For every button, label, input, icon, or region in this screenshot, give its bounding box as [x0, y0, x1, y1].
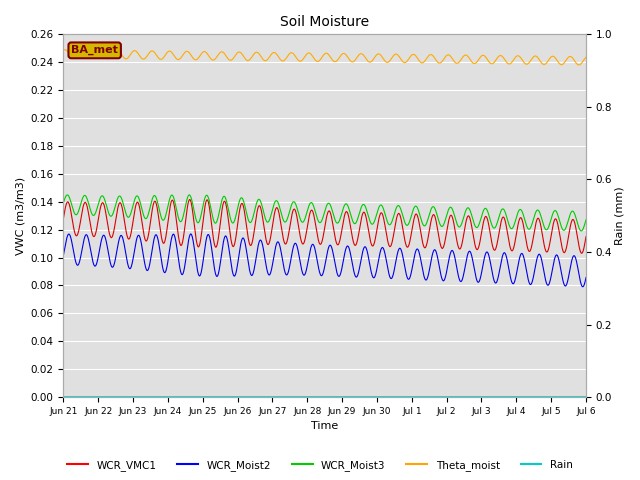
- Text: BA_met: BA_met: [71, 45, 118, 56]
- Y-axis label: Rain (mm): Rain (mm): [615, 186, 625, 245]
- X-axis label: Time: Time: [311, 421, 339, 432]
- Y-axis label: VWC (m3/m3): VWC (m3/m3): [15, 177, 25, 255]
- Title: Soil Moisture: Soil Moisture: [280, 15, 369, 29]
- Legend: WCR_VMC1, WCR_Moist2, WCR_Moist3, Theta_moist, Rain: WCR_VMC1, WCR_Moist2, WCR_Moist3, Theta_…: [63, 456, 577, 475]
